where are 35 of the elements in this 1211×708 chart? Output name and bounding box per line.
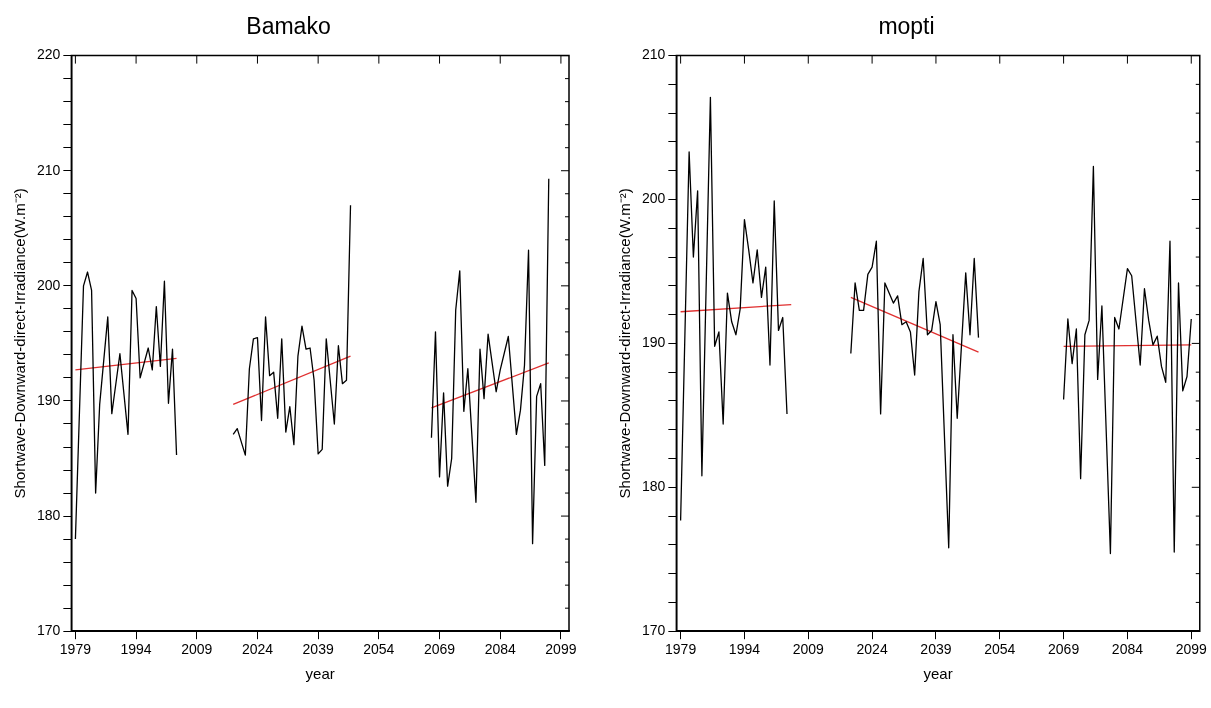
x-axis-title: year (923, 665, 953, 683)
x-tick-label: 2099 (545, 641, 577, 658)
x-tick-label: 2084 (1111, 641, 1144, 658)
x-tick-label: 2054 (984, 641, 1016, 658)
y-tick-label: 220 (37, 46, 61, 63)
chart-title: Bamako (246, 13, 331, 40)
x-tick-label: 1994 (120, 641, 152, 658)
y-tick-label: 170 (37, 622, 61, 639)
x-tick-label: 1994 (728, 641, 761, 658)
x-tick-label: 2009 (181, 641, 213, 658)
y-axis-title: Shortwave-Downward-direct-Irradiance(W.m⁻²) (616, 188, 634, 499)
x-tick-label: 2009 (792, 641, 825, 658)
y-tick-label: 210 (37, 161, 61, 178)
x-tick-label: 2024 (856, 641, 888, 658)
y-tick-label: 170 (642, 622, 666, 639)
x-tick-label: 1979 (59, 641, 92, 658)
x-tick-label: 2039 (920, 641, 952, 658)
x-axis-title: year (305, 665, 335, 683)
y-tick-label: 210 (642, 46, 666, 63)
y-tick-label: 200 (37, 276, 61, 293)
x-tick-label: 2069 (1048, 641, 1080, 658)
y-tick-label: 190 (642, 334, 666, 351)
x-tick-label: 2039 (302, 641, 334, 658)
x-tick-label: 1979 (665, 641, 697, 658)
y-tick-label: 190 (37, 391, 61, 408)
x-tick-label: 2024 (241, 641, 274, 658)
x-tick-label: 2069 (423, 641, 456, 658)
x-tick-label: 2099 (1175, 641, 1208, 658)
y-tick-label: 180 (642, 478, 666, 495)
y-tick-label: 200 (642, 190, 666, 207)
y-tick-label: 180 (37, 506, 61, 523)
chart-title: mopti (878, 13, 935, 40)
y-axis-title: Shortwave-Downward-direct-Irradiance(W.m⁻²) (11, 188, 29, 499)
x-tick-label: 2084 (484, 641, 516, 658)
x-tick-label: 2054 (363, 641, 395, 658)
